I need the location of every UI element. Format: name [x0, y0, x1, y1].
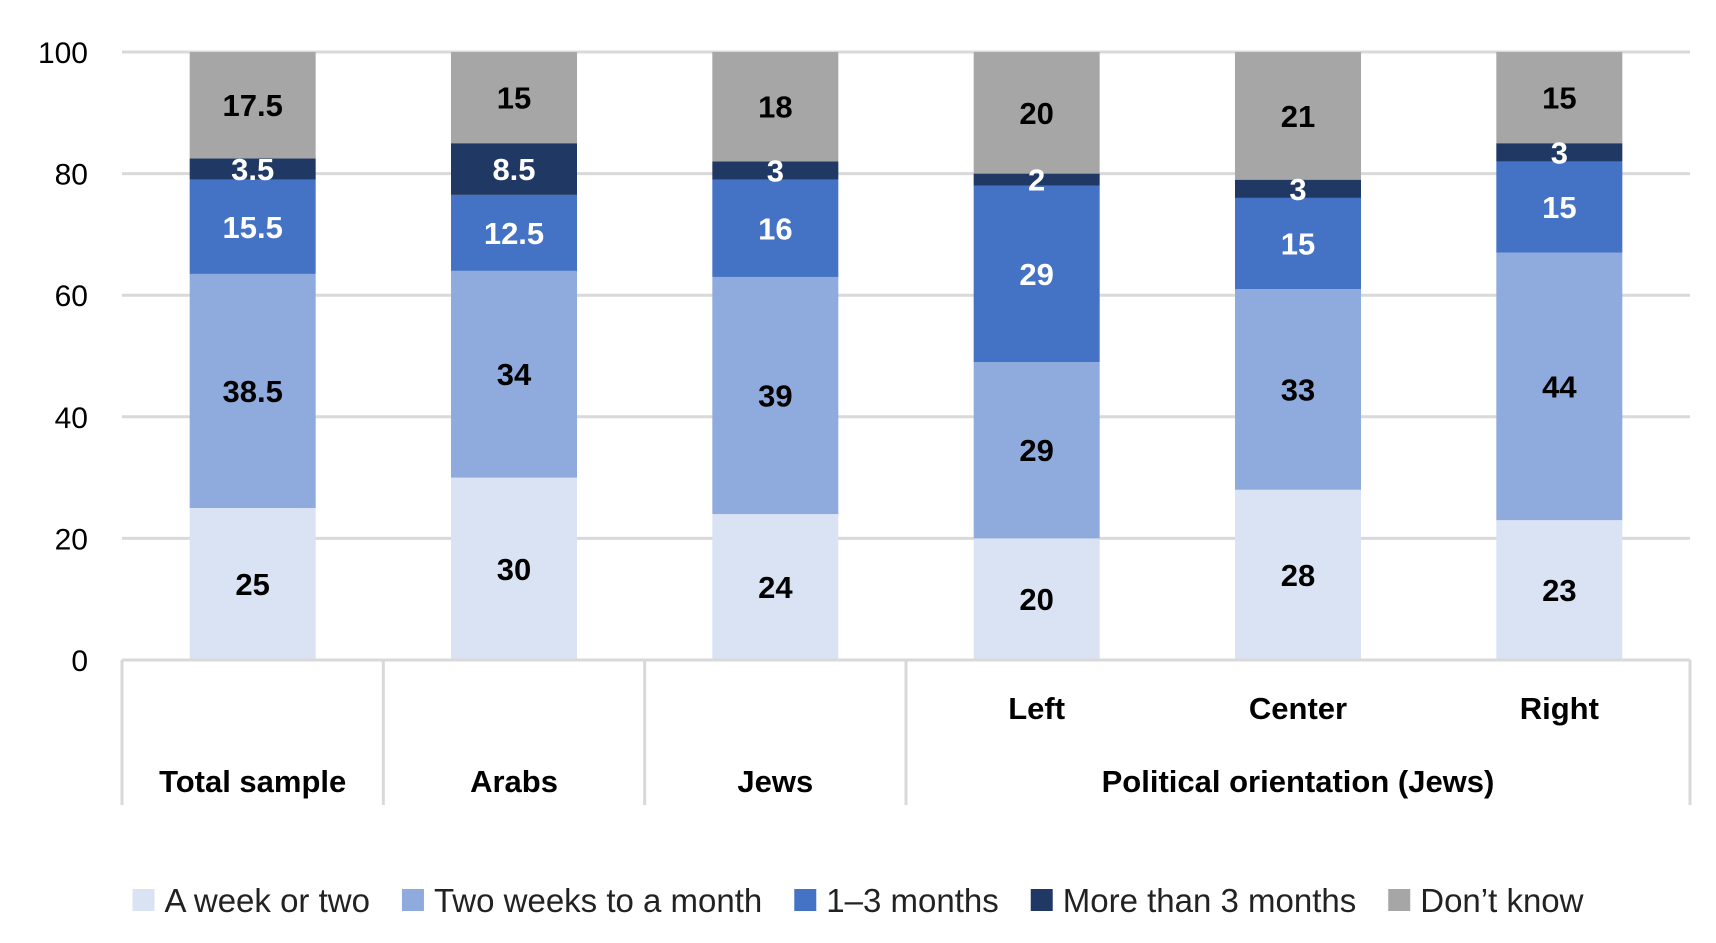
data-label-jews-don-t-know: 18 [758, 90, 792, 125]
y-axis-tick-labels: 0 20 40 60 80 100 [38, 37, 88, 678]
data-label-jews-a-week-or-two: 24 [758, 570, 793, 605]
bar-center-don-t-know [1235, 52, 1361, 180]
data-label-left-two-weeks-to-a-month: 29 [1019, 433, 1053, 468]
bar-total-sample-more-than-3-months [189, 158, 316, 180]
legend-item-a-week-or-two: A week or two [132, 882, 370, 919]
bar-right-more-than-3-months [1496, 143, 1623, 162]
data-label-center-more-than-3-months: 3 [1289, 172, 1306, 207]
data-label-right-don-t-know: 15 [1542, 81, 1576, 116]
bar-right-don-t-know [1496, 52, 1623, 144]
data-label-right-1-3-months: 15 [1542, 190, 1576, 225]
legend-label-don-t-know: Don’t know [1420, 882, 1583, 919]
legend-label-a-week-or-two: A week or two [165, 882, 370, 919]
group-label-arabs: Arabs [470, 764, 558, 799]
bar-arabs-1-3-months [451, 194, 577, 271]
sub-category-label-center: Center [1249, 691, 1347, 726]
data-label-total-sample-don-t-know: 17.5 [222, 88, 282, 123]
group-label-jews: Jews [737, 764, 813, 799]
legend-item-more-than-3-months: More than 3 months [1030, 882, 1357, 919]
bar-right-two-weeks-to-a-month [1496, 252, 1623, 521]
sub-category-label-right: Right [1520, 691, 1599, 726]
legend-item-1-3-months: 1–3 months [794, 882, 999, 919]
bar-arabs-don-t-know [451, 52, 577, 144]
data-labels: 25 38.5 15.5 3.5 17.5 30 34 12.5 8.5 15 24 39 16 3 18 2… [222, 81, 1577, 618]
data-label-total-sample-two-weeks-to-a-month: 38.5 [222, 374, 282, 409]
bar-total-sample-don-t-know [189, 52, 316, 159]
data-label-arabs-1-3-months: 12.5 [484, 216, 544, 251]
bar-arabs-a-week-or-two [451, 477, 577, 660]
data-label-arabs-a-week-or-two: 30 [497, 552, 531, 587]
bar-arabs-more-than-3-months [451, 143, 577, 195]
bar-total-sample-two-weeks-to-a-month [189, 273, 316, 508]
data-label-arabs-two-weeks-to-a-month: 34 [497, 357, 532, 392]
bar-jews-a-week-or-two [712, 514, 839, 660]
legend-swatch-two-weeks-to-a-month [401, 889, 424, 911]
bar-center-a-week-or-two [1235, 489, 1361, 660]
data-label-total-sample-more-than-3-months: 3.5 [231, 152, 274, 187]
group-label-total-sample: Total sample [159, 764, 346, 799]
gridlines [122, 50, 1690, 540]
legend-swatch-don-t-know [1388, 889, 1411, 911]
data-label-left-a-week-or-two: 20 [1019, 582, 1053, 617]
legend: A week or two Two weeks to a month 1–3 mon… [132, 882, 1584, 919]
bar-right-1-3-months [1496, 161, 1623, 253]
data-label-left-1-3-months: 29 [1019, 257, 1053, 292]
bar-total-sample-1-3-months [189, 179, 316, 274]
y-tick-label-40: 40 [55, 402, 88, 435]
legend-label-more-than-3-months: More than 3 months [1063, 882, 1357, 919]
y-tick-label-80: 80 [55, 159, 88, 192]
legend-item-two-weeks-to-a-month: Two weeks to a month [401, 882, 762, 919]
legend-label-1-3-months: 1–3 months [826, 882, 998, 919]
bar-left-1-3-months [973, 185, 1100, 363]
data-label-arabs-more-than-3-months: 8.5 [492, 152, 535, 187]
data-label-center-a-week-or-two: 28 [1281, 558, 1315, 593]
data-label-left-more-than-3-months: 2 [1028, 163, 1045, 198]
bar-left-don-t-know [973, 52, 1100, 174]
bar-total-sample-a-week-or-two [189, 508, 316, 660]
data-label-total-sample-a-week-or-two: 25 [235, 567, 269, 602]
bar-left-more-than-3-months [973, 173, 1100, 186]
data-label-right-a-week-or-two: 23 [1542, 573, 1576, 608]
legend-swatch-a-week-or-two [132, 889, 155, 911]
legend-swatch-more-than-3-months [1030, 889, 1053, 911]
bar-arabs-two-weeks-to-a-month [451, 270, 577, 478]
legend-swatch-1-3-months [794, 889, 817, 911]
data-label-center-1-3-months: 15 [1281, 227, 1315, 262]
data-label-jews-1-3-months: 16 [758, 211, 792, 246]
bar-center-1-3-months [1235, 197, 1361, 290]
bar-right-a-week-or-two [1496, 520, 1623, 660]
data-label-left-don-t-know: 20 [1019, 96, 1053, 131]
data-label-jews-two-weeks-to-a-month: 39 [758, 379, 792, 414]
data-label-center-two-weeks-to-a-month: 33 [1281, 372, 1315, 407]
y-tick-label-60: 60 [55, 280, 88, 313]
data-label-jews-more-than-3-months: 3 [767, 154, 784, 189]
bar-left-two-weeks-to-a-month [973, 362, 1100, 539]
bar-jews-don-t-know [712, 52, 839, 162]
bar-jews-two-weeks-to-a-month [712, 276, 839, 515]
legend-label-two-weeks-to-a-month: Two weeks to a month [434, 882, 762, 919]
bar-jews-1-3-months [712, 179, 839, 277]
data-label-right-two-weeks-to-a-month: 44 [1542, 369, 1577, 404]
data-label-arabs-don-t-know: 15 [497, 81, 531, 116]
data-label-center-don-t-know: 21 [1281, 99, 1315, 134]
legend-item-don-t-know: Don’t know [1388, 882, 1584, 919]
y-tick-label-20: 20 [55, 523, 88, 556]
bar-left-a-week-or-two [973, 538, 1100, 660]
category-axis: Left Center Right Total sample Arabs Jews Poli… [120, 658, 1692, 805]
bar-center-two-weeks-to-a-month [1235, 289, 1361, 490]
data-label-total-sample-1-3-months: 15.5 [222, 210, 282, 245]
y-tick-label-0: 0 [71, 645, 88, 678]
group-label-political-orientation-jews: Political orientation (Jews) [1102, 764, 1495, 799]
data-label-right-more-than-3-months: 3 [1551, 135, 1568, 170]
sub-category-label-left: Left [1008, 691, 1065, 726]
bar-center-more-than-3-months [1235, 179, 1361, 198]
bars [189, 52, 1623, 660]
bar-jews-more-than-3-months [712, 161, 839, 180]
y-tick-label-100: 100 [38, 37, 88, 70]
